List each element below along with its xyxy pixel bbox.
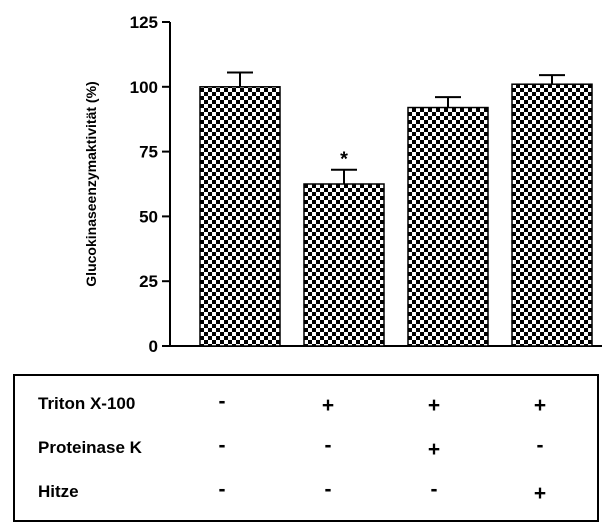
plus-mark: + — [427, 438, 441, 461]
bar — [199, 86, 281, 347]
y-axis-label: Glucokinaseenzymaktivität (%) — [83, 81, 99, 286]
plus-mark: + — [427, 394, 441, 417]
minus-mark: - — [218, 390, 226, 413]
bar — [511, 83, 593, 347]
bar-chart: Glucokinaseenzymaktivität (%) 0 25 50 75 100… — [83, 13, 602, 356]
minus-mark: - — [536, 434, 544, 457]
minus-mark: - — [218, 478, 226, 501]
error-bar — [435, 96, 461, 108]
y-tick-label: 100 — [130, 78, 158, 97]
condition-label: Proteinase K — [38, 438, 142, 457]
y-tick-label: 125 — [130, 13, 158, 32]
condition-label: Hitze — [38, 482, 79, 501]
error-bar — [331, 168, 357, 184]
y-ticks: 0 25 50 75 100 125 — [130, 13, 170, 356]
minus-mark: - — [218, 434, 226, 457]
minus-mark: - — [324, 478, 332, 501]
significance-marker: * — [340, 149, 348, 171]
y-tick-label: 50 — [139, 207, 158, 226]
plus-mark: + — [533, 482, 547, 505]
bar — [303, 183, 385, 347]
bar — [407, 106, 489, 347]
bars: * — [199, 71, 593, 347]
minus-mark: - — [324, 434, 332, 457]
conditions-table: Triton X-100 - + + + Proteinase K - - + - Hitze - - -… — [13, 374, 599, 522]
error-bar — [227, 71, 253, 87]
plus-mark: + — [533, 394, 547, 417]
error-bar — [539, 74, 565, 85]
minus-mark: - — [430, 478, 438, 501]
condition-label: Triton X-100 — [38, 394, 136, 413]
y-tick-label: 0 — [149, 337, 158, 356]
y-tick-label: 25 — [139, 272, 158, 291]
plus-mark: + — [321, 394, 335, 417]
y-tick-label: 75 — [139, 143, 158, 162]
